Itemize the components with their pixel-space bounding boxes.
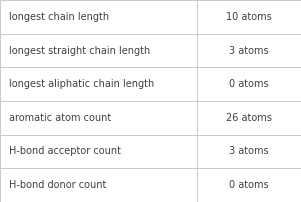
Text: H-bond donor count: H-bond donor count: [9, 180, 107, 190]
Text: 10 atoms: 10 atoms: [226, 12, 272, 22]
Text: 26 atoms: 26 atoms: [226, 113, 272, 123]
Text: 0 atoms: 0 atoms: [229, 79, 269, 89]
Text: longest chain length: longest chain length: [9, 12, 109, 22]
Text: aromatic atom count: aromatic atom count: [9, 113, 111, 123]
Text: 3 atoms: 3 atoms: [229, 45, 269, 56]
Text: longest straight chain length: longest straight chain length: [9, 45, 150, 56]
Text: 3 atoms: 3 atoms: [229, 146, 269, 157]
Text: H-bond acceptor count: H-bond acceptor count: [9, 146, 121, 157]
Text: 0 atoms: 0 atoms: [229, 180, 269, 190]
Text: longest aliphatic chain length: longest aliphatic chain length: [9, 79, 154, 89]
